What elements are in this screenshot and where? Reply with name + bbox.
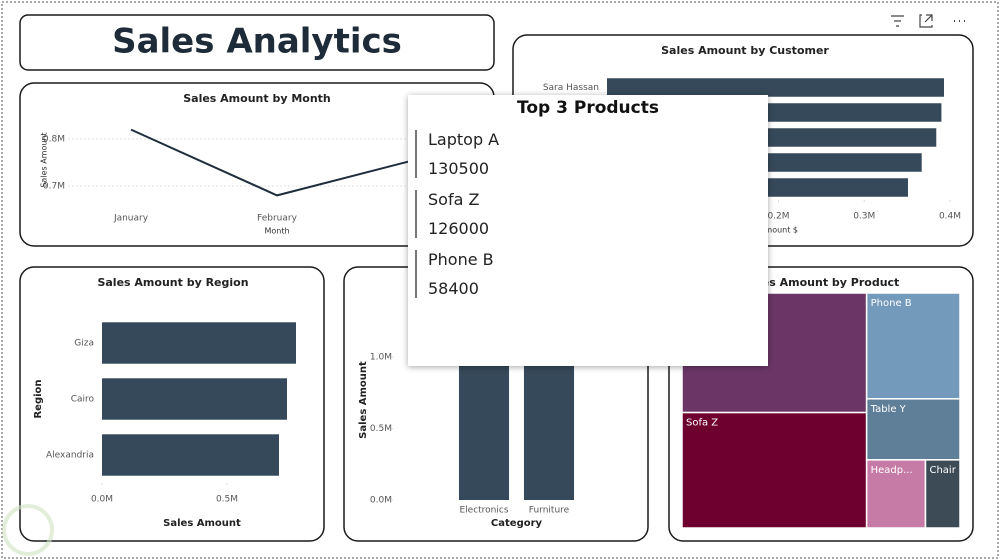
bar	[102, 378, 287, 420]
x-tick-label: 0.4M	[939, 212, 961, 222]
y-tick-label: 0.8M	[43, 135, 65, 145]
x-tick-label: Furniture	[529, 506, 570, 516]
x-tick-label: 0.0M	[91, 495, 113, 505]
cell-label: Phone B	[871, 298, 912, 309]
toolbar[interactable]	[891, 14, 965, 28]
treemap-cell	[865, 398, 961, 461]
page-title: Sales Analytics	[112, 22, 402, 62]
bar	[607, 78, 944, 97]
chart-title: Sales Amount by Product	[743, 276, 900, 289]
card-label: Laptop A	[428, 130, 500, 149]
chart-title: Sales Amount by Month	[183, 92, 331, 105]
y-tick-label: 0.5M	[370, 424, 392, 434]
y-tick-label: 1.0M	[370, 352, 392, 362]
y-tick-label: Sara Hassan	[543, 83, 599, 93]
card-title: Top 3 Products	[517, 98, 659, 118]
focus-icon[interactable]	[919, 14, 933, 28]
chart-title: Sales Amount by Region	[97, 276, 248, 289]
cell-label: Table Y	[870, 404, 907, 415]
line	[130, 128, 424, 197]
x-tick-label: 0.3M	[853, 212, 875, 222]
card-value: 126000	[428, 219, 490, 238]
cell-label: Chair X	[929, 465, 966, 476]
y-tick-label: Cairo	[71, 395, 95, 405]
card-label: Sofa Z	[428, 190, 480, 209]
y-tick-label: 0.7M	[43, 182, 65, 192]
card-item: Sofa Z 126000	[415, 190, 768, 238]
x-axis-label: Category	[491, 518, 543, 529]
card-label: Phone B	[428, 250, 494, 269]
y-axis-label: Sales Amount	[358, 361, 369, 439]
chart-title: Sales Amount by Customer	[661, 44, 829, 57]
title-box	[19, 14, 495, 71]
y-tick-label: 0.0M	[370, 496, 392, 506]
bar	[102, 434, 279, 476]
x-axis-label: Amount $	[759, 226, 798, 235]
card-item: Laptop A 130500	[415, 130, 768, 178]
x-tick-label: Electronics	[459, 506, 508, 516]
cell-label: Sofa Z	[686, 418, 718, 429]
card-value: 130500	[428, 159, 490, 178]
x-tick-label: 0.2M	[767, 212, 789, 222]
card-item: Phone B 58400	[415, 250, 768, 298]
treemap-cell	[681, 411, 868, 529]
x-axis-label: Sales Amount	[163, 518, 241, 529]
tooltip-card: Top 3 Products Laptop A 130500 Sofa Z 12600…	[408, 95, 768, 366]
x-tick-label: 0.5M	[216, 495, 238, 505]
card-value: 58400	[428, 279, 479, 298]
y-axis-label: Sales Amount	[40, 132, 49, 187]
y-tick-label: Alexandria	[46, 451, 94, 461]
cell-label: Headp...	[871, 465, 913, 476]
x-tick-label: January	[113, 214, 149, 224]
filter-icon[interactable]	[891, 15, 904, 27]
bar	[102, 322, 296, 364]
x-axis-label: Month	[264, 227, 289, 236]
x-tick-label: February	[257, 214, 298, 224]
watermark	[2, 504, 54, 556]
treemap-cell	[924, 459, 961, 529]
y-axis-label: Region	[33, 379, 44, 418]
y-tick-label: Giza	[74, 339, 94, 349]
